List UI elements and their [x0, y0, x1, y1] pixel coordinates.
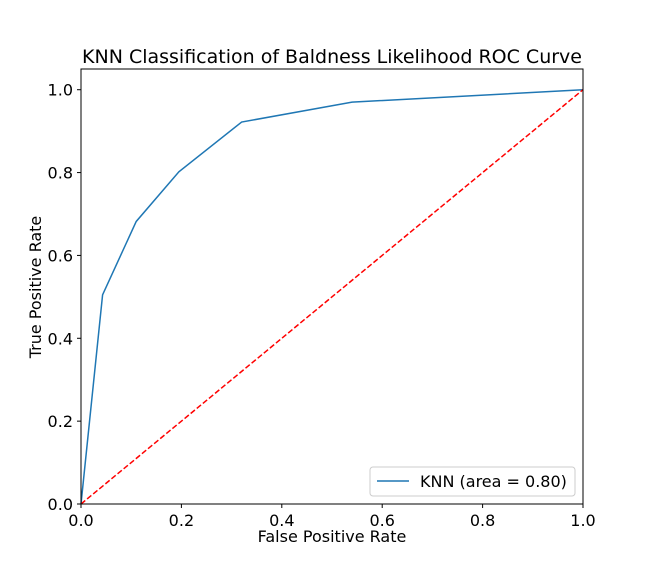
random-chance-line: [80, 89, 584, 505]
series-layer: [80, 88, 584, 505]
x-tick-label: 0.2: [169, 511, 194, 530]
plot-area: [80, 68, 584, 505]
x-tick-label: 1.0: [570, 511, 595, 530]
legend-label-knn: KNN (area = 0.80): [420, 472, 567, 491]
y-tick-label: 1.0: [48, 81, 73, 100]
y-tick-label: 0.2: [48, 412, 73, 431]
chart-title: KNN Classification of Baldness Likelihoo…: [82, 46, 582, 68]
x-tick-label: 0.4: [269, 511, 294, 530]
y-tick-label: 0.4: [48, 329, 73, 348]
x-axis-label: False Positive Rate: [258, 527, 407, 546]
y-tick-label: 0.0: [48, 495, 73, 514]
y-tick-label: 0.6: [48, 246, 73, 265]
y-tick-label: 0.8: [48, 164, 73, 183]
y-axis-ticks: 0.0 0.2 0.4 0.6 0.8 1.0: [48, 81, 81, 514]
y-axis-label: True Positive Rate: [26, 216, 45, 360]
x-tick-label: 0.0: [68, 511, 93, 530]
axes-frame: [80, 68, 584, 505]
legend-box: [369, 466, 576, 497]
x-tick-label: 0.6: [369, 511, 394, 530]
x-axis-ticks: 0.0 0.2 0.4 0.6 0.8 1.0: [68, 504, 596, 530]
legend: KNN (area = 0.80): [369, 466, 576, 497]
x-tick-label: 0.8: [470, 511, 495, 530]
knn-roc-line: [80, 88, 584, 505]
